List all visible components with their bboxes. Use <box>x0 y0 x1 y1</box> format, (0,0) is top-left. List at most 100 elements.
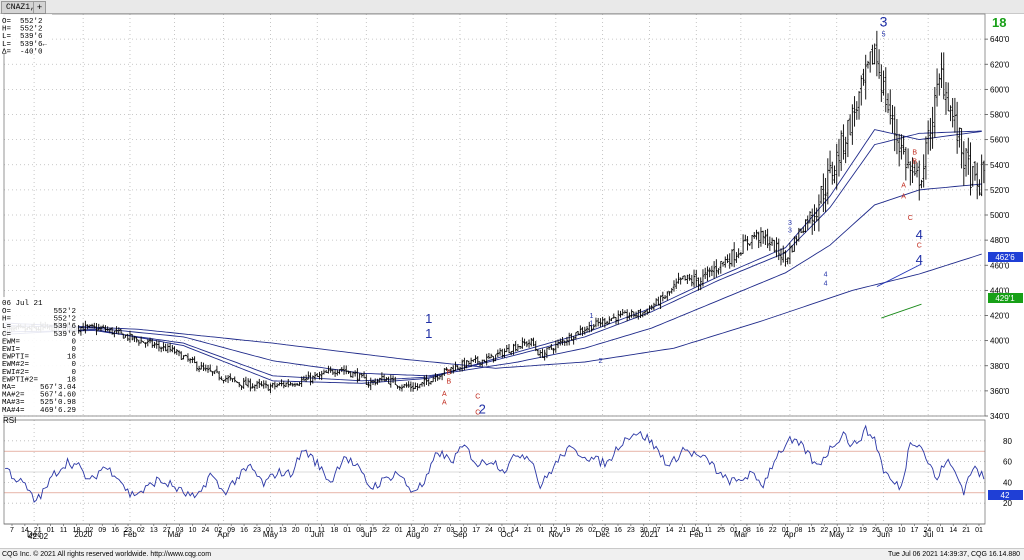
ohlc-bar <box>242 377 245 389</box>
ohlc-bar <box>846 119 850 158</box>
ohlc-bar <box>710 265 714 276</box>
ohlc-bar <box>913 160 917 176</box>
ohlc-bar <box>115 326 118 334</box>
quote-key: O= <box>2 18 12 26</box>
rsi-tick-label: 60 <box>1003 458 1012 467</box>
ohlc-bar <box>766 228 769 249</box>
ohlc-bar <box>788 242 792 265</box>
day-label: 07 <box>653 527 661 534</box>
ohlc-bar <box>815 207 818 222</box>
info-key: MA#2= <box>2 392 25 400</box>
ohlc-bar <box>447 369 451 372</box>
ohlc-bar <box>389 374 393 388</box>
day-label: 11 <box>60 527 67 534</box>
info-key: MA#4= <box>2 407 25 415</box>
price-tick-label: 500'0 <box>990 211 1010 220</box>
day-label: 23 <box>253 527 261 534</box>
ohlc-bar <box>596 317 600 327</box>
ohlc-bar <box>648 305 651 313</box>
ohlc-bar <box>456 365 460 370</box>
ohlc-bar <box>688 273 691 281</box>
day-label: 14 <box>21 527 29 534</box>
ohlc-bar <box>95 322 98 336</box>
ohlc-bar <box>246 378 250 388</box>
info-value: 539'6 <box>53 323 76 331</box>
ohlc-bar <box>630 309 633 318</box>
ohlc-bar <box>708 267 711 278</box>
month-label: Jul <box>923 530 933 539</box>
day-label: 12 <box>846 527 854 534</box>
rsi-badge-text: 42 <box>1001 491 1010 500</box>
rsi-line <box>5 424 985 503</box>
ohlc-bar <box>202 362 205 371</box>
ohlc-bar <box>862 68 865 86</box>
info-date: 06 Jul 21 <box>2 300 43 308</box>
ohlc-bar <box>755 229 758 240</box>
status-footer: CQG Inc. © 2021 All rights reserved worl… <box>0 548 1024 560</box>
ohlc-bar <box>382 374 386 382</box>
ohlc-bar <box>391 375 395 384</box>
ohlc-bar <box>529 338 533 347</box>
wave-label: 1 <box>425 326 432 341</box>
ohlc-bar <box>458 367 462 372</box>
ohlc-bar <box>454 361 457 371</box>
day-label: 01 <box>343 527 351 534</box>
ohlc-bar <box>590 325 593 332</box>
ohlc-bar <box>855 101 859 120</box>
price-badge-green: 429'1 <box>988 293 1023 303</box>
month-label: Feb <box>123 530 137 539</box>
ohlc-bar <box>108 327 112 334</box>
ohlc-bar <box>208 364 212 372</box>
ohlc-bar <box>906 148 910 169</box>
ohlc-bar <box>304 374 308 383</box>
ohlc-bar <box>616 310 620 325</box>
ohlc-bar <box>873 43 876 65</box>
ohlc-bar <box>777 238 781 261</box>
ohlc-bar <box>672 280 676 292</box>
wave-label: 3 <box>788 228 792 235</box>
month-label: May <box>829 530 844 539</box>
ohlc-bar <box>824 177 827 212</box>
ohlc-bar <box>407 381 410 388</box>
ohlc-bar <box>784 250 787 267</box>
ohlc-bar <box>819 185 823 204</box>
ohlc-bar <box>438 374 442 380</box>
day-label: 01 <box>537 527 545 534</box>
ohlc-bar <box>206 365 210 373</box>
ohlc-bar <box>679 277 682 285</box>
info-key: MA= <box>2 384 16 392</box>
quote-value: 539'6← <box>20 41 48 49</box>
ohlc-bar <box>980 154 983 197</box>
ohlc-bar <box>567 332 571 346</box>
ohlc-bar <box>257 378 261 388</box>
month-label: Feb <box>689 530 703 539</box>
ohlc-bar <box>969 142 972 196</box>
ohlc-bar <box>897 133 901 167</box>
ohlc-bar <box>712 261 716 279</box>
ohlc-bar <box>610 317 613 322</box>
ohlc-bar <box>953 97 957 133</box>
ohlc-bar <box>179 351 183 360</box>
ohlc-bar <box>752 232 756 239</box>
ohlc-bar <box>191 356 194 363</box>
ohlc-bar <box>474 355 477 363</box>
ohlc-bar <box>195 361 199 372</box>
wave-label: 3 <box>788 220 792 227</box>
add-tab-button[interactable]: + <box>33 1 46 14</box>
rsi-path <box>5 424 985 503</box>
wave-label: 1 <box>590 313 594 320</box>
price-badge-green-text: 429'1 <box>995 294 1015 303</box>
info-key: C= <box>2 331 12 339</box>
ohlc-bar <box>113 330 116 338</box>
ohlc-bar <box>920 179 923 189</box>
ohlc-bar <box>603 318 607 328</box>
ohlc-bar <box>833 165 836 184</box>
ohlc-bar <box>295 382 299 386</box>
ohlc-bar <box>237 382 241 388</box>
day-label: 13 <box>279 527 287 534</box>
quote-key: Δ= <box>2 48 12 56</box>
ohlc-bar <box>839 130 843 171</box>
ohlc-bar <box>376 378 379 385</box>
ohlc-bar <box>449 366 453 374</box>
